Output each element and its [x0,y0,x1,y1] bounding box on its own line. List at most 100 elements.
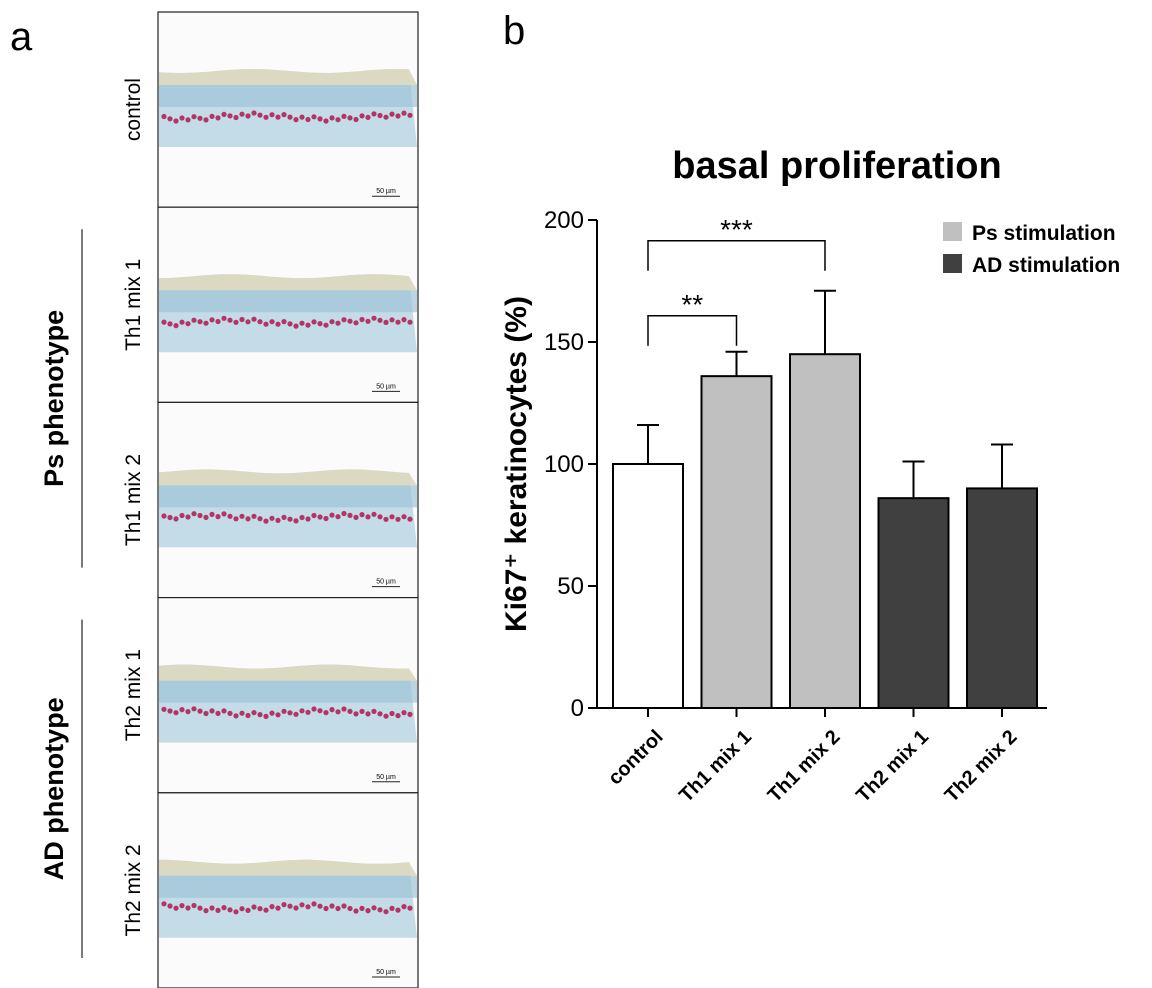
tissue-layer [159,859,417,876]
stained-nucleus [209,708,215,714]
stained-nucleus [317,514,323,520]
stained-nucleus [191,511,197,517]
stained-nucleus [389,317,395,323]
histology-image: 50 µm [157,11,419,208]
stained-nucleus [407,711,413,718]
stained-nucleus [347,708,353,715]
stained-nucleus [233,516,239,522]
bar [789,353,861,709]
stained-nucleus [275,517,281,524]
bar [966,487,1038,709]
stained-nucleus [401,317,407,323]
stained-nucleus [341,903,347,909]
stained-nucleus [167,903,173,909]
significance-bracket [647,240,826,271]
stained-nucleus [335,905,341,912]
stained-nucleus [407,516,413,522]
stained-nucleus [281,319,287,325]
stained-nucleus [365,711,371,717]
stained-nucleus [293,117,299,123]
stained-nucleus [227,710,233,717]
stained-nucleus [287,114,293,120]
stained-nucleus [251,110,257,116]
stained-nucleus [365,114,371,120]
stained-nucleus [245,712,251,719]
tissue-layer [159,290,417,313]
y-tick-label: 50 [557,573,584,600]
y-tick-label: 100 [544,451,584,478]
stained-nucleus [287,903,293,909]
stained-nucleus [383,114,389,120]
stained-nucleus [251,710,257,716]
stained-nucleus [203,710,209,717]
stained-nucleus [293,323,299,329]
stained-nucleus [167,116,173,122]
stained-nucleus [269,319,275,325]
stained-nucleus [311,319,317,325]
stained-nucleus [173,516,179,522]
stained-nucleus [311,512,317,519]
group-label: Ps phenotype [39,310,69,487]
bar [877,497,950,709]
stained-nucleus [245,516,251,522]
stained-nucleus [209,905,215,911]
stained-nucleus [173,118,179,124]
stained-nucleus [185,514,191,520]
stained-nucleus [359,511,365,518]
stained-nucleus [167,514,173,521]
stained-nucleus [305,322,311,328]
x-tick-label: Th1 mix 2 [764,726,845,807]
stained-nucleus [203,117,209,123]
stained-nucleus [341,317,347,323]
stained-nucleus [281,514,287,521]
stained-nucleus [161,319,167,325]
stained-nucleus [185,321,191,327]
stained-nucleus [215,115,221,121]
row-label: control [122,78,145,141]
stained-nucleus [377,112,383,119]
tissue-layer [159,469,417,486]
stained-nucleus [383,516,389,522]
stained-nucleus [407,319,413,325]
stained-nucleus [263,907,269,913]
stained-nucleus [263,713,269,720]
tissue-layer [159,274,417,291]
stained-nucleus [239,513,245,519]
stained-nucleus [377,907,383,913]
stained-nucleus [191,114,197,120]
stained-nucleus [233,909,239,915]
x-tick-label: Th2 mix 2 [941,726,1022,807]
stained-nucleus [335,117,341,123]
stained-nucleus [293,518,299,524]
stained-nucleus [341,113,347,119]
stained-nucleus [329,903,335,909]
stained-nucleus [269,710,275,716]
stained-nucleus [329,115,335,121]
stained-nucleus [239,316,245,323]
histology-image: 50 µm [157,401,419,599]
stained-nucleus [185,905,191,911]
stained-nucleus [347,905,353,912]
stained-nucleus [299,514,305,521]
stained-nucleus [395,113,401,119]
tissue-layer [159,875,417,898]
stained-nucleus [323,710,329,716]
stained-nucleus [371,511,377,517]
stained-nucleus [323,322,329,328]
stained-nucleus [257,516,263,522]
stained-nucleus [299,320,305,326]
stained-nucleus [227,907,233,913]
stained-nucleus [353,514,359,521]
stained-nucleus [347,318,353,324]
bar [700,375,773,709]
stained-nucleus [197,115,203,121]
stained-nucleus [161,706,167,712]
stained-nucleus [221,111,227,117]
stained-nucleus [221,905,227,911]
panel-label: a [10,15,33,59]
significance-label: ** [681,289,703,320]
row-label: Th2 mix 2 [122,844,145,936]
stained-nucleus [215,514,221,520]
stained-nucleus [389,514,395,520]
